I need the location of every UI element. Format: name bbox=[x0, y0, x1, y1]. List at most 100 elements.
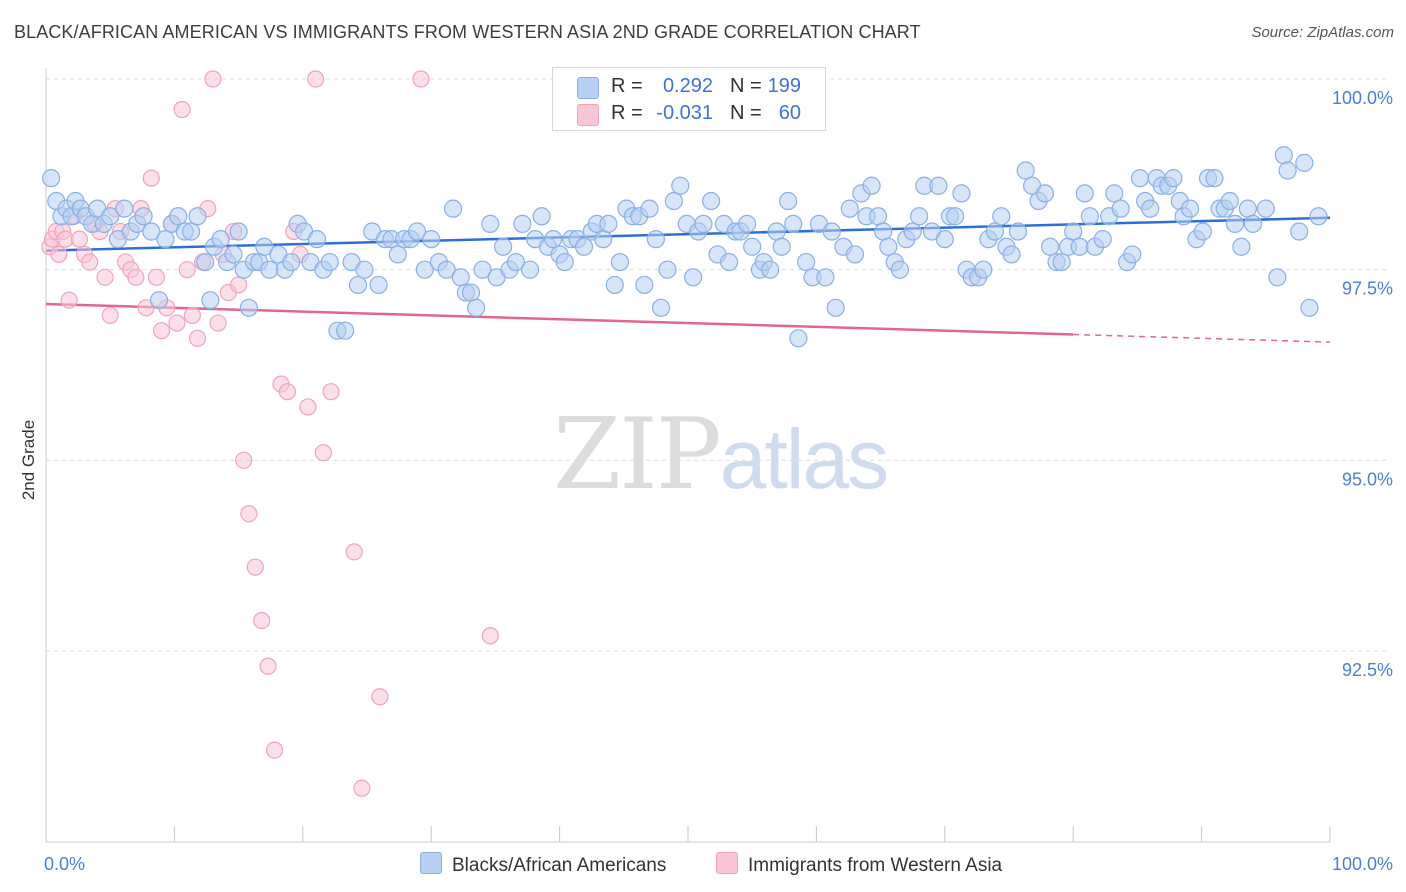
blue-point bbox=[664, 191, 683, 211]
blue-point bbox=[605, 275, 624, 295]
pink-point bbox=[299, 398, 317, 416]
legend-row-pink: R = -0.031 N = 60 bbox=[553, 100, 825, 128]
blue-point bbox=[443, 199, 463, 218]
blue-point bbox=[574, 237, 594, 256]
blue-point bbox=[461, 283, 481, 302]
pink-point bbox=[173, 100, 191, 119]
blue-point bbox=[594, 230, 613, 249]
blue-point bbox=[1225, 214, 1245, 234]
pink-point bbox=[127, 268, 145, 286]
pink-point bbox=[147, 268, 166, 286]
bottom-legend-blue: Blacks/African Americans bbox=[420, 852, 666, 877]
blue-point bbox=[868, 207, 888, 226]
data-points bbox=[41, 70, 1328, 797]
pink-point bbox=[60, 291, 78, 309]
pink-point bbox=[183, 306, 201, 325]
x-tick-label-start: 0.0% bbox=[44, 854, 85, 874]
pink-point bbox=[209, 314, 227, 332]
pink-point bbox=[178, 261, 196, 279]
blue-point bbox=[520, 260, 540, 279]
legend-r-value: 0.292 bbox=[662, 75, 713, 97]
blue-point bbox=[1274, 146, 1293, 165]
blue-point bbox=[862, 176, 881, 195]
legend-r-label: R = bbox=[611, 75, 643, 97]
blue-point bbox=[671, 176, 690, 195]
blue-point bbox=[702, 191, 721, 211]
blue-point bbox=[1243, 214, 1263, 234]
blue-point bbox=[684, 268, 703, 287]
blue-point bbox=[874, 222, 893, 241]
blue-point bbox=[1164, 169, 1183, 188]
blue-point bbox=[1238, 199, 1257, 218]
blue-point bbox=[1052, 252, 1071, 272]
blue-point bbox=[473, 260, 492, 279]
bottom-legend-swatch-pink bbox=[716, 852, 738, 874]
blue-point bbox=[599, 214, 618, 234]
watermark-zip: ZIP bbox=[553, 398, 722, 512]
pink-point bbox=[278, 383, 296, 401]
blue-point bbox=[229, 222, 248, 241]
pink-point bbox=[96, 268, 114, 286]
blue-point bbox=[1295, 153, 1314, 172]
pink-point bbox=[240, 505, 258, 523]
blue-point bbox=[845, 245, 865, 264]
blue-point bbox=[640, 199, 659, 218]
pink-point bbox=[230, 276, 248, 294]
blue-point bbox=[789, 329, 808, 348]
pink-point bbox=[253, 611, 271, 630]
pink-point bbox=[353, 779, 371, 797]
blue-point bbox=[797, 252, 816, 272]
blue-point bbox=[610, 252, 630, 272]
blue-point bbox=[1035, 184, 1055, 203]
blue-point bbox=[415, 260, 434, 279]
trend-line-pink-extension bbox=[1073, 333, 1331, 343]
watermark: ZIPatlas bbox=[553, 398, 889, 512]
blue-point bbox=[1256, 199, 1275, 218]
blue-point bbox=[822, 222, 841, 241]
blue-point bbox=[422, 230, 441, 249]
tick-labels: 92.5% 95.0% 97.5% 100.0% 0.0% 100.0% 2nd Grade bbox=[19, 88, 1393, 874]
blue-point bbox=[646, 230, 666, 249]
blue-point bbox=[1123, 245, 1142, 264]
blue-point bbox=[952, 184, 971, 203]
blue-point bbox=[101, 207, 120, 226]
blue-point bbox=[149, 291, 169, 310]
blue-point bbox=[355, 260, 374, 279]
blue-point bbox=[320, 252, 339, 272]
blue-point bbox=[1278, 161, 1297, 180]
legend-swatch-pink bbox=[577, 104, 599, 126]
legend-n-label: N = bbox=[730, 102, 762, 124]
pink-point bbox=[152, 322, 171, 340]
pink-point bbox=[204, 70, 222, 88]
pink-point bbox=[307, 70, 325, 88]
bottom-legend-label-blue: Blacks/African Americans bbox=[452, 855, 667, 876]
blue-point bbox=[336, 321, 355, 340]
blue-point bbox=[1111, 199, 1130, 218]
blue-point bbox=[1064, 222, 1083, 241]
blue-point bbox=[307, 230, 327, 249]
pink-point bbox=[235, 451, 253, 469]
blue-point bbox=[1016, 161, 1035, 180]
y-tick-label: 95.0% bbox=[1342, 469, 1393, 489]
y-axis-title: 2nd Grade bbox=[19, 420, 38, 500]
watermark-atlas: atlas bbox=[719, 412, 889, 506]
blue-point bbox=[513, 214, 532, 234]
blue-point bbox=[772, 237, 791, 256]
pink-point bbox=[101, 306, 119, 325]
pink-point bbox=[481, 627, 499, 645]
blue-point bbox=[1075, 184, 1094, 203]
blue-point bbox=[369, 275, 388, 295]
blue-point bbox=[784, 214, 803, 234]
blue-point bbox=[388, 245, 407, 264]
blue-point bbox=[201, 291, 220, 310]
blue-point bbox=[494, 237, 513, 256]
legend-n-value: 60 bbox=[778, 102, 801, 124]
blue-point bbox=[255, 237, 274, 256]
bottom-legend-swatch-blue bbox=[420, 852, 442, 874]
blue-point bbox=[945, 207, 965, 226]
legend-n-label: N = bbox=[730, 75, 762, 97]
blue-point bbox=[826, 298, 845, 317]
pink-point bbox=[246, 558, 264, 576]
blue-point bbox=[1080, 207, 1099, 226]
pink-point bbox=[371, 688, 389, 706]
